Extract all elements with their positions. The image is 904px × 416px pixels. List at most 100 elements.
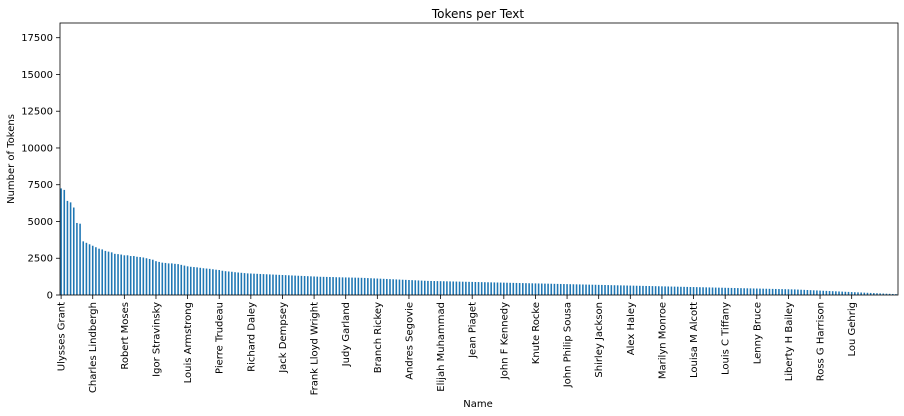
bar	[319, 276, 322, 295]
bar	[689, 286, 692, 295]
bar	[831, 291, 834, 295]
bar	[215, 269, 217, 295]
bar	[395, 279, 398, 295]
bar	[762, 288, 764, 295]
bar	[885, 293, 888, 295]
bar	[231, 271, 233, 295]
bar	[468, 281, 470, 295]
bar	[452, 281, 455, 295]
x-tick-label: Judy Garland	[341, 302, 352, 367]
bar	[563, 284, 565, 295]
bar	[825, 290, 828, 295]
x-tick-label: Richard Daley	[246, 302, 257, 372]
bar	[76, 222, 78, 295]
bar	[98, 248, 100, 295]
bar	[177, 264, 179, 295]
bar	[152, 259, 154, 295]
bar	[348, 277, 350, 295]
bar	[670, 286, 673, 295]
bar	[433, 281, 436, 295]
bar	[224, 271, 227, 295]
bar	[518, 283, 521, 295]
bar	[620, 285, 622, 295]
bars-group	[60, 188, 897, 295]
bar	[85, 242, 88, 295]
bar	[363, 277, 366, 295]
bar	[306, 276, 309, 295]
bar	[145, 258, 148, 295]
bar	[344, 277, 347, 295]
bar	[471, 281, 473, 295]
bar	[253, 273, 255, 295]
bar	[60, 188, 62, 295]
bar	[484, 282, 486, 295]
bar	[841, 291, 843, 295]
bar	[101, 249, 104, 295]
x-tick-label: Pierre Trudeau	[215, 302, 226, 374]
bar	[281, 275, 284, 295]
plot-area	[60, 23, 898, 295]
bar	[136, 256, 138, 295]
bar	[727, 287, 730, 295]
bar	[629, 285, 632, 295]
bar	[439, 281, 442, 295]
bar	[487, 282, 489, 295]
bar	[512, 282, 515, 295]
bar	[534, 283, 537, 295]
bar	[139, 257, 141, 295]
bar	[752, 288, 755, 295]
bar	[559, 283, 562, 295]
bar	[616, 285, 619, 295]
bar	[117, 254, 119, 295]
bar	[553, 283, 556, 295]
bar	[597, 284, 600, 295]
bar	[158, 261, 160, 295]
bar	[449, 281, 451, 295]
bar	[882, 293, 885, 295]
bar	[458, 281, 461, 295]
bar	[107, 251, 110, 295]
x-axis-title: Name	[463, 399, 493, 410]
bar	[446, 281, 448, 295]
bar	[806, 290, 809, 295]
bar	[300, 275, 303, 295]
bar	[869, 292, 872, 295]
x-tick-label: Marilyn Monroe	[657, 302, 668, 379]
bar	[269, 274, 271, 295]
bar	[436, 281, 439, 295]
bar	[332, 277, 334, 295]
x-tick-label: Lou Gehrig	[847, 302, 858, 357]
bar	[756, 288, 758, 295]
bar	[610, 285, 613, 295]
bar	[771, 288, 774, 295]
bar	[866, 292, 869, 295]
bar	[860, 292, 862, 295]
bar	[237, 272, 239, 295]
bar	[360, 277, 363, 295]
bar	[515, 282, 518, 295]
bar	[250, 273, 252, 295]
bar	[623, 285, 625, 295]
bar	[774, 288, 777, 295]
bar	[442, 281, 445, 295]
bar	[607, 285, 609, 295]
y-tick-label: 7500	[28, 180, 53, 191]
bar	[246, 273, 249, 295]
bar	[338, 277, 341, 295]
bar	[664, 286, 666, 295]
bar	[673, 286, 676, 295]
chart-title: Tokens per Text	[431, 7, 525, 21]
bar	[272, 274, 274, 295]
bar	[455, 281, 458, 295]
bar	[588, 284, 590, 295]
bar	[256, 273, 258, 295]
bar	[692, 287, 695, 295]
x-tick-label: Jack Dempsey	[278, 302, 289, 374]
bar	[506, 282, 508, 295]
bar	[585, 284, 587, 295]
x-tick-label: Louis Armstrong	[183, 302, 194, 383]
bar	[800, 289, 802, 295]
bar	[382, 278, 385, 295]
bar	[784, 289, 787, 295]
